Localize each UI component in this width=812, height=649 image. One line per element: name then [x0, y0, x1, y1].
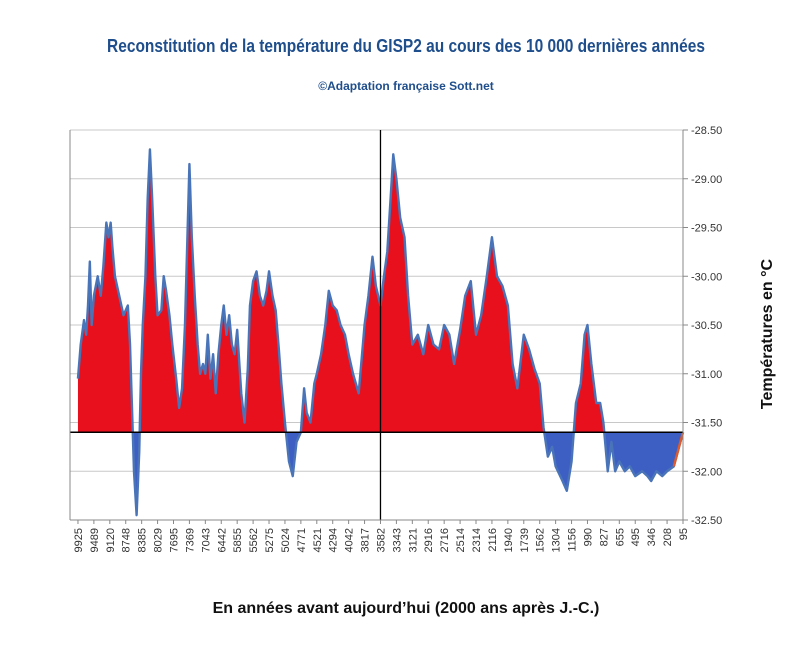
- temperature-line: [76, 148, 685, 517]
- x-tick-label: 2916: [423, 528, 435, 552]
- x-tick-label: 5855: [232, 528, 244, 552]
- x-tick-label: 346: [646, 528, 658, 546]
- temperature-series-line: [76, 148, 685, 517]
- x-tick-label: 8029: [153, 528, 165, 552]
- x-tick-label: 6442: [216, 528, 228, 552]
- x-tick-label: 4042: [344, 528, 356, 552]
- x-tick-label: 9489: [89, 528, 101, 552]
- y-tick-label: -31.50: [691, 418, 722, 430]
- y-tick-label: -29.50: [691, 223, 722, 235]
- x-tick-label: 4521: [312, 528, 324, 552]
- x-tick-label: 7369: [184, 528, 196, 552]
- x-axis-label: En années avant aujourd’hui (2000 ans ap…: [212, 600, 600, 617]
- reference-lines: [70, 130, 683, 520]
- x-tick-label: 827: [598, 528, 610, 546]
- y-axis-label: Températures en °C: [759, 258, 776, 410]
- x-tick-label: 5275: [264, 528, 276, 552]
- y-tick-label: -30.00: [691, 271, 722, 283]
- x-tick-label: 9925: [73, 528, 85, 552]
- x-tick-label: 3582: [375, 528, 387, 552]
- x-tick-label: 4771: [296, 528, 308, 552]
- chart-subtitle: ©Adaptation française Sott.net: [318, 79, 494, 93]
- x-tick-label: 8748: [121, 528, 133, 552]
- x-tick-label: 95: [678, 528, 690, 540]
- y-tick-label: -31.00: [691, 369, 722, 381]
- x-tick-label: 3343: [391, 528, 403, 552]
- x-tick-label: 2116: [487, 528, 499, 552]
- y-axis-ticks: -28.50 -29.00 -29.50 -30.00 -30.50 -31.00 -31.…: [683, 125, 722, 527]
- x-tick-label: 3817: [360, 528, 372, 552]
- x-tick-label: 2514: [455, 528, 467, 552]
- x-tick-label: 9120: [105, 528, 117, 552]
- x-tick-label: 208: [662, 528, 674, 546]
- x-tick-label: 2716: [439, 528, 451, 552]
- y-tick-label: -32.50: [691, 515, 722, 527]
- x-tick-label: 990: [582, 528, 594, 546]
- y-tick-label: -28.50: [691, 125, 722, 137]
- x-tick-label: 2314: [471, 528, 483, 552]
- recent-warming-segment: [672, 431, 685, 467]
- x-tick-label: 1304: [551, 528, 563, 552]
- x-tick-label: 1156: [567, 528, 579, 552]
- x-tick-label: 3121: [407, 528, 419, 552]
- chart-title: Reconstitution de la température du GISP…: [107, 36, 705, 56]
- x-tick-label: 1562: [535, 528, 547, 552]
- x-axis-ticks: 9925 9489 9120 8748 8385 8029 7695 7369 7043 6442…: [73, 520, 690, 552]
- x-tick-label: 1739: [519, 528, 531, 552]
- x-tick-label: 7043: [200, 528, 212, 552]
- x-tick-label: 5562: [248, 528, 260, 552]
- x-tick-label: 8385: [137, 528, 149, 552]
- x-tick-label: 1940: [503, 528, 515, 552]
- y-tick-label: -30.50: [691, 320, 722, 332]
- x-tick-label: 655: [614, 528, 626, 546]
- y-tick-label: -29.00: [691, 174, 722, 186]
- y-tick-label: -32.00: [691, 466, 722, 478]
- x-tick-label: 495: [630, 528, 642, 546]
- x-tick-label: 7695: [168, 528, 180, 552]
- x-tick-label: 4294: [328, 528, 340, 552]
- x-tick-label: 5024: [280, 528, 292, 552]
